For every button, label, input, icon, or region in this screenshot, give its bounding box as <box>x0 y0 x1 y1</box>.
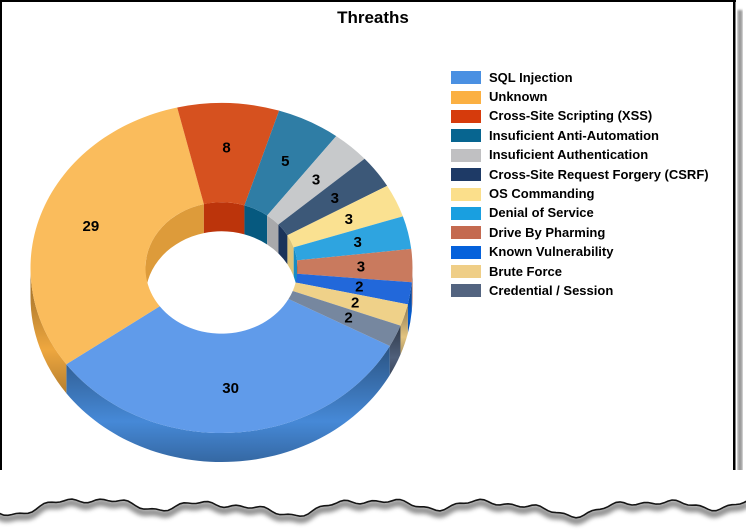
legend-item-label: SQL Injection <box>489 69 573 85</box>
donut-side-wall <box>389 325 401 375</box>
slice-value-label: 3 <box>345 211 353 228</box>
pie-slice[interactable] <box>177 102 280 206</box>
legend-swatch-icon <box>451 168 481 182</box>
legend-item[interactable]: Known Vulnerability <box>451 243 733 262</box>
pie-slice[interactable] <box>244 110 337 216</box>
legend-swatch-icon <box>451 71 481 85</box>
legend-item-label: Unknown <box>489 89 548 105</box>
donut-side-wall <box>66 345 390 462</box>
pie-slice[interactable] <box>267 136 365 225</box>
pie-slice[interactable] <box>287 185 403 248</box>
legend-item-label: Brute Force <box>489 263 562 279</box>
legend-item[interactable]: Cross-Site Scripting (XSS) <box>451 107 733 126</box>
legend-swatch-icon <box>451 245 481 259</box>
donut-side-wall <box>407 282 412 334</box>
donut-inner-wall <box>278 224 288 265</box>
legend-item-label: Cross-Site Scripting (XSS) <box>489 108 653 124</box>
slice-value-label: 3 <box>331 190 339 207</box>
slice-value-label: 3 <box>357 258 365 275</box>
legend-item[interactable]: SQL Injection <box>451 68 733 87</box>
donut-side-wall <box>400 304 408 355</box>
legend-item-label: Known Vulnerability <box>489 244 614 260</box>
tear-shadow <box>0 499 746 525</box>
donut-inner-wall <box>287 235 294 277</box>
donut-side-wall <box>411 268 413 312</box>
donut-inner-wall <box>203 202 245 235</box>
donut-inner-wall <box>267 215 279 254</box>
legend-swatch-icon <box>451 187 481 201</box>
legend-swatch-icon <box>451 265 481 279</box>
legend-item-label: Denial of Service <box>489 205 594 221</box>
legend-item[interactable]: Drive By Pharming <box>451 223 733 242</box>
pie-slice[interactable] <box>293 216 412 261</box>
legend-item[interactable]: Credential / Session <box>451 281 733 300</box>
legend-item-label: Credential / Session <box>489 282 614 298</box>
slice-value-label: 29 <box>83 218 100 235</box>
legend-swatch-icon <box>451 109 481 123</box>
legend-item[interactable]: Brute Force <box>451 262 733 281</box>
legend-swatch-icon <box>451 284 481 298</box>
legend-swatch-icon <box>451 148 481 162</box>
legend-swatch-icon <box>451 90 481 104</box>
tear-line <box>0 498 746 519</box>
legend-item[interactable]: OS Commanding <box>451 184 733 203</box>
pie-slice[interactable] <box>297 248 413 283</box>
donut-inner-wall <box>293 247 298 290</box>
slice-value-label: 2 <box>355 279 363 296</box>
slice-value-label: 8 <box>222 140 230 157</box>
pie-slice[interactable] <box>30 107 204 365</box>
legend-item[interactable]: Cross-Site Request Forgery (CSRF) <box>451 165 733 184</box>
donut-side-wall <box>30 268 67 394</box>
drop-shadow <box>737 10 743 492</box>
slice-value-label: 3 <box>353 234 361 251</box>
legend-swatch-icon <box>451 226 481 240</box>
slice-value-label: 30 <box>222 380 239 397</box>
legend-item-label: OS Commanding <box>489 186 595 202</box>
pie-slice[interactable] <box>278 158 388 236</box>
donut-inner-wall <box>145 204 204 297</box>
slice-value-label: 3 <box>312 172 320 189</box>
pie-slice[interactable] <box>66 299 390 433</box>
slice-value-label: 5 <box>281 153 289 170</box>
legend-item[interactable]: Insuficient Authentication <box>451 146 733 165</box>
chart-title: Threaths <box>337 8 409 27</box>
legend-item[interactable]: Unknown <box>451 87 733 106</box>
frame-border-right <box>733 0 736 501</box>
legend-swatch-icon <box>451 129 481 143</box>
chart-legend: SQL Injection Unknown Cross-Site Scripti… <box>451 68 733 301</box>
pie-slice[interactable] <box>292 282 408 326</box>
legend-item-label: Insuficient Anti-Automation <box>489 127 659 143</box>
slice-value-label: 2 <box>344 310 352 327</box>
pie-slice[interactable] <box>288 290 401 346</box>
donut-inner-wall <box>244 205 268 245</box>
legend-item-label: Insuficient Authentication <box>489 147 649 163</box>
slice-value-label: 2 <box>351 294 359 311</box>
legend-swatch-icon <box>451 206 481 220</box>
legend-item-label: Drive By Pharming <box>489 224 606 240</box>
legend-item[interactable]: Denial of Service <box>451 204 733 223</box>
legend-item[interactable]: Insuficient Anti-Automation <box>451 126 733 145</box>
legend-item-label: Cross-Site Request Forgery (CSRF) <box>489 166 709 182</box>
pie-slice[interactable] <box>295 273 412 305</box>
